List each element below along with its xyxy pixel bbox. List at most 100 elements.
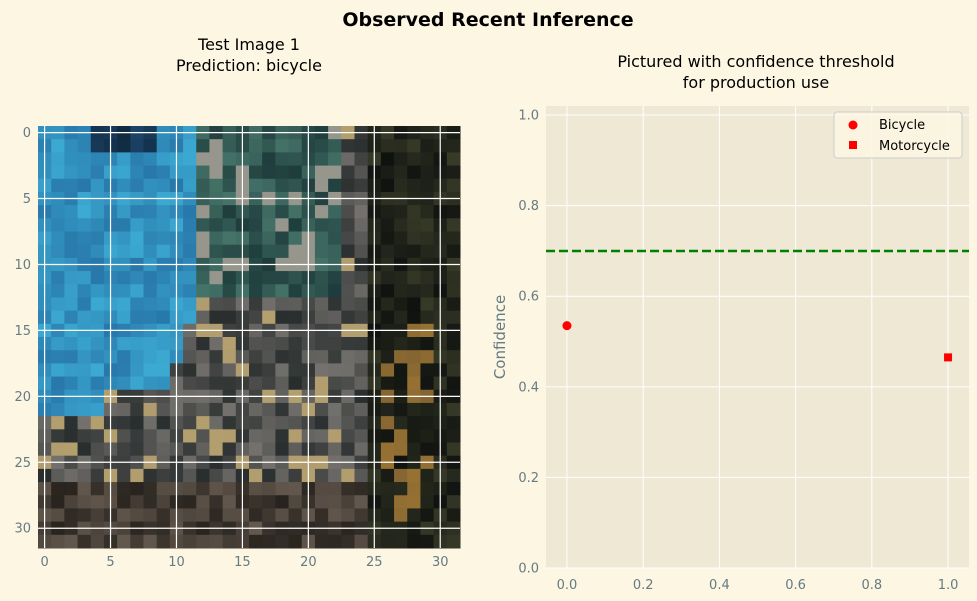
image-y-tick-label: 5 [23,192,31,207]
image-pixel [90,442,105,457]
image-pixel [328,310,342,325]
image-pixel [394,468,408,483]
image-pixel [354,284,369,298]
image-pixel [446,534,461,549]
image-pixel [354,165,369,180]
image-pixel [183,350,197,364]
image-pixel [314,244,329,259]
image-pixel [222,231,237,246]
image-pixel [156,271,171,285]
image-pixel [130,139,144,153]
image-pixel [64,416,79,430]
image-pixel [407,429,421,443]
image-pixel [196,429,210,443]
image-pixel [143,350,158,364]
image-pixel [77,205,92,219]
image-pixel [196,244,210,259]
image-pixel [222,165,237,180]
image-pixel [407,337,421,351]
image-pixel [420,165,435,180]
image-pixel [328,468,342,483]
point-motorcycle [944,353,953,362]
image-pixel [262,429,276,443]
image-pixel [420,205,435,219]
image-pixel [275,271,290,285]
image-pixel [275,218,290,232]
image-pixel [196,376,210,391]
image-pixel [341,337,355,351]
image-pixel [156,350,171,364]
image-pixel [446,376,461,391]
image-pixel [117,495,131,509]
image-pixel [249,244,263,259]
image-pixel [117,284,131,298]
image-pixel [196,508,210,523]
image-pixel [341,429,355,443]
image-pixel [90,231,105,246]
image-pixel [196,363,210,378]
image-pixel [262,178,276,193]
image-pixel [183,310,197,325]
image-pixel [328,495,342,509]
image-pixel [90,508,105,523]
image-panel: 0 0 5 5 10 10 15 15 20 20 25 25 30 30 [14,126,461,570]
image-pixel [275,416,290,430]
image-pixel [394,337,408,351]
image-pixel [328,363,342,378]
image-pixel [262,482,276,496]
image-pixel [143,218,158,232]
image-pixel [275,363,290,378]
image-pixel [51,297,65,312]
image-pixel [196,139,210,153]
image-pixel [275,468,290,483]
x-tick-label: 0.6 [785,578,806,593]
image-pixel [64,178,79,193]
image-pixel [288,402,303,417]
image-pixel [314,218,329,232]
image-pixel [77,139,92,153]
image-pixel [183,178,197,193]
image-pixel [209,139,224,153]
image-pixel [209,363,224,378]
image-pixel [64,310,79,325]
image-pixel [275,402,290,417]
image-pixel [394,508,408,523]
image-pixel [262,139,276,153]
image-pixel [77,337,92,351]
image-pixel [249,482,263,496]
point-bicycle [562,321,572,331]
image-pixel [446,218,461,232]
image-pixel [143,231,158,246]
image-pixel [209,152,224,167]
image-pixel [420,310,435,325]
image-pixel [156,205,171,219]
image-x-tick-label: 30 [432,555,449,570]
image-pixel [222,416,237,430]
image-pixel [328,442,342,457]
image-pixel [222,508,237,523]
image-pixel [407,231,421,246]
image-pixel [407,139,421,153]
image-pixel [407,218,421,232]
image-pixel [328,508,342,523]
image-pixel [209,495,224,509]
image-pixel [156,402,171,417]
image-pixel [222,442,237,457]
image-pixel [196,310,210,325]
image-pixel [275,350,290,364]
image-pixel [77,178,92,193]
image-pixel [156,482,171,496]
image-pixel [222,284,237,298]
image-pixel [183,284,197,298]
image-pixel [51,442,65,457]
image-pixel [288,495,303,509]
image-pixel [341,297,355,312]
image-pixel [420,508,435,523]
image-pixel [380,218,395,232]
image-pixel [77,482,92,496]
image-pixel [249,310,263,325]
image-pixel [183,376,197,391]
image-y-tick-label: 10 [14,258,31,273]
image-pixel [117,152,131,167]
image-pixel [328,416,342,430]
